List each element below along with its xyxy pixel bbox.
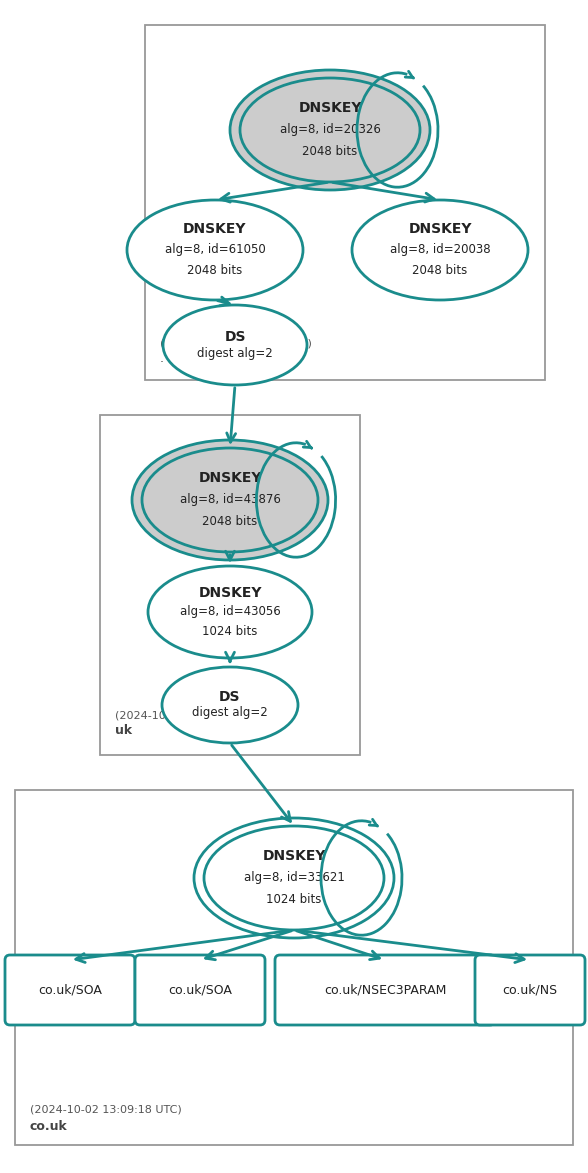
Text: uk: uk — [115, 724, 132, 737]
Text: DNSKEY: DNSKEY — [198, 585, 262, 599]
Text: 2048 bits: 2048 bits — [188, 264, 243, 278]
Ellipse shape — [142, 448, 318, 552]
Text: 2048 bits: 2048 bits — [412, 264, 467, 278]
Ellipse shape — [204, 826, 384, 930]
Bar — [15, 789, 573, 1145]
Text: DS: DS — [224, 330, 246, 344]
Text: DNSKEY: DNSKEY — [298, 101, 362, 115]
Ellipse shape — [163, 305, 307, 385]
Text: (2024-10-02 13:09:10 UTC): (2024-10-02 13:09:10 UTC) — [115, 710, 266, 720]
Text: .: . — [160, 352, 164, 365]
Text: 1024 bits: 1024 bits — [266, 894, 322, 907]
FancyBboxPatch shape — [475, 955, 585, 1025]
Text: alg=8, id=33621: alg=8, id=33621 — [243, 872, 345, 884]
Text: alg=8, id=43876: alg=8, id=43876 — [179, 494, 280, 507]
FancyBboxPatch shape — [5, 955, 135, 1025]
Ellipse shape — [127, 201, 303, 300]
Ellipse shape — [132, 440, 328, 560]
Text: co.uk/NS: co.uk/NS — [502, 983, 557, 997]
Text: 1024 bits: 1024 bits — [202, 625, 258, 638]
Ellipse shape — [148, 567, 312, 658]
Text: co.uk/SOA: co.uk/SOA — [38, 983, 102, 997]
Text: alg=8, id=20038: alg=8, id=20038 — [390, 244, 490, 257]
Text: (2024-10-02 13:09:18 UTC): (2024-10-02 13:09:18 UTC) — [30, 1104, 182, 1114]
Text: co.uk: co.uk — [30, 1120, 68, 1133]
Text: alg=8, id=61050: alg=8, id=61050 — [165, 244, 265, 257]
Text: DNSKEY: DNSKEY — [262, 849, 326, 863]
Text: alg=8, id=43056: alg=8, id=43056 — [179, 605, 280, 618]
FancyBboxPatch shape — [275, 955, 495, 1025]
Text: co.uk/NSEC3PARAM: co.uk/NSEC3PARAM — [324, 983, 446, 997]
Text: digest alg=2: digest alg=2 — [192, 706, 268, 719]
Text: alg=8, id=20326: alg=8, id=20326 — [279, 123, 380, 136]
Text: 2048 bits: 2048 bits — [202, 515, 258, 528]
Ellipse shape — [230, 70, 430, 190]
Text: (2024-10-02 12:44:03 UTC): (2024-10-02 12:44:03 UTC) — [160, 338, 312, 348]
Ellipse shape — [194, 818, 394, 938]
Bar — [145, 25, 545, 380]
Ellipse shape — [162, 667, 298, 743]
FancyBboxPatch shape — [135, 955, 265, 1025]
Bar — [100, 415, 360, 755]
Text: DNSKEY: DNSKEY — [408, 222, 472, 236]
Ellipse shape — [352, 201, 528, 300]
Text: DNSKEY: DNSKEY — [183, 222, 247, 236]
Ellipse shape — [240, 77, 420, 182]
Text: DNSKEY: DNSKEY — [198, 472, 262, 486]
Text: co.uk/SOA: co.uk/SOA — [168, 983, 232, 997]
Text: 2048 bits: 2048 bits — [302, 145, 358, 158]
Text: digest alg=2: digest alg=2 — [197, 347, 273, 360]
Text: DS: DS — [219, 690, 240, 704]
